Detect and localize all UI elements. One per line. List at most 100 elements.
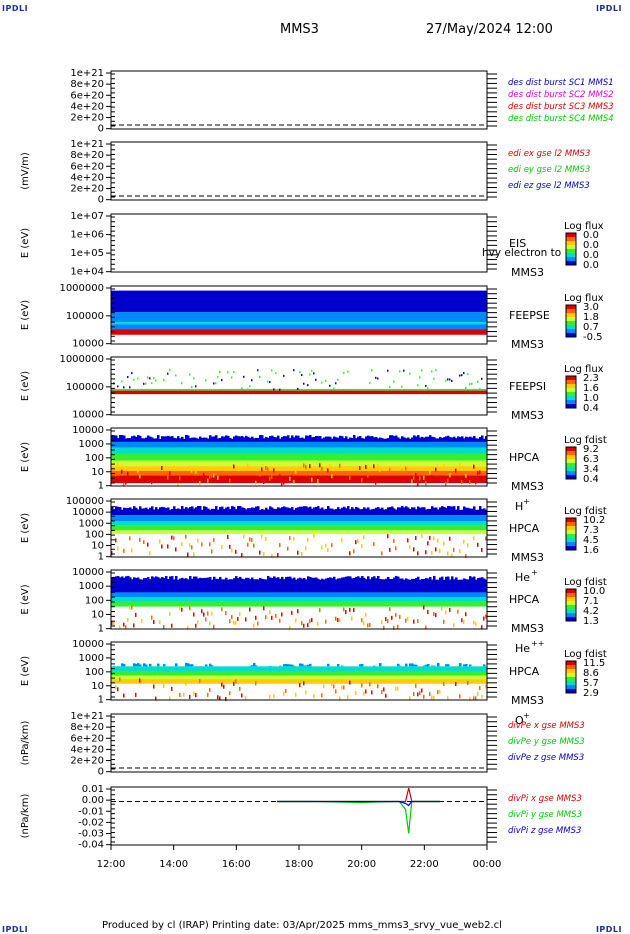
- heatmap-cell: [229, 388, 232, 391]
- heatmap-cell: [469, 390, 472, 395]
- heatmap-cell: [177, 515, 180, 522]
- heatmap-cell: [177, 312, 180, 322]
- heatmap-speck: [439, 549, 441, 554]
- heatmap-cell: [153, 577, 156, 593]
- heatmap-cell: [453, 388, 456, 391]
- heatmap-cell: [321, 475, 324, 484]
- heatmap-cell: [461, 460, 464, 467]
- heatmap-cell: [227, 453, 230, 461]
- heatmap-cell: [417, 453, 420, 461]
- heatmap-cell: [187, 475, 190, 484]
- heatmap-cell: [265, 290, 268, 313]
- heatmap-cell: [175, 525, 178, 531]
- heatmap-cell: [205, 329, 208, 335]
- heatmap-cell: [345, 390, 348, 395]
- charge-label: +: [531, 568, 538, 577]
- heatmap-cell: [451, 506, 454, 516]
- heatmap-cell: [191, 506, 194, 516]
- heatmap-cell: [265, 312, 268, 322]
- heatmap-cell: [161, 453, 164, 461]
- heatmap-cell: [275, 475, 278, 484]
- heatmap-cell: [401, 329, 404, 335]
- heatmap-cell: [167, 515, 170, 522]
- heatmap-cell: [349, 441, 352, 448]
- heatmap-speck: [387, 369, 389, 372]
- heatmap-cell: [413, 515, 416, 522]
- heatmap-cell: [389, 290, 392, 313]
- heatmap-cell: [153, 441, 156, 448]
- heatmap-cell: [209, 525, 212, 531]
- heatmap-cell: [183, 321, 186, 325]
- heatmap-speck: [449, 473, 451, 478]
- heatmap-cell: [323, 475, 326, 484]
- heatmap-cell: [231, 312, 234, 322]
- heatmap-cell: [471, 508, 474, 516]
- heatmap-cell: [347, 290, 350, 313]
- heatmap-cell: [127, 597, 130, 602]
- heatmap-cell: [179, 521, 182, 526]
- heatmap-cell: [375, 470, 378, 476]
- heatmap-cell: [341, 436, 344, 442]
- heatmap-cell: [273, 525, 276, 531]
- y-tick-label: 8e+20: [70, 150, 104, 161]
- heatmap-cell: [303, 530, 306, 534]
- heatmap-cell: [403, 521, 406, 526]
- heatmap-cell: [201, 321, 204, 325]
- heatmap-cell: [393, 475, 396, 484]
- heatmap-cell: [211, 597, 214, 602]
- heatmap-cell: [143, 530, 146, 534]
- heatmap-cell: [329, 508, 332, 516]
- heatmap-cell: [243, 290, 246, 313]
- heatmap-speck: [329, 384, 331, 387]
- heatmap-cell: [273, 321, 276, 325]
- heatmap-cell: [343, 592, 346, 598]
- heatmap-cell: [175, 290, 178, 313]
- heatmap-cell: [253, 521, 256, 526]
- heatmap-cell: [281, 530, 284, 534]
- heatmap-cell: [335, 390, 338, 395]
- heatmap-speck: [361, 478, 363, 483]
- heatmap-cell: [139, 390, 142, 395]
- heatmap-cell: [231, 521, 234, 526]
- heatmap-cell: [479, 312, 482, 322]
- heatmap-cell: [185, 321, 188, 325]
- heatmap-speck: [445, 481, 447, 486]
- heatmap-cell: [181, 505, 184, 516]
- heatmap-cell: [235, 388, 238, 391]
- heatmap-cell: [179, 578, 182, 593]
- heatmap-cell: [419, 470, 422, 476]
- heatmap-cell: [159, 324, 162, 330]
- heatmap-cell: [221, 530, 224, 534]
- heatmap-cell: [271, 466, 274, 471]
- heatmap-cell: [193, 530, 196, 534]
- heatmap-cell: [143, 453, 146, 461]
- heatmap-cell: [117, 453, 120, 461]
- heatmap-cell: [323, 329, 326, 335]
- heatmap-cell: [351, 441, 354, 448]
- heatmap-cell: [117, 466, 120, 471]
- heatmap-cell: [111, 321, 114, 325]
- heatmap-cell: [347, 530, 350, 534]
- heatmap-speck: [353, 549, 355, 554]
- heatmap-cell: [383, 466, 386, 471]
- heatmap-cell: [327, 515, 330, 522]
- heatmap-cell: [233, 390, 236, 395]
- heatmap-cell: [283, 312, 286, 322]
- heatmap-cell: [193, 592, 196, 598]
- heatmap-cell: [157, 475, 160, 484]
- heatmap-cell: [441, 441, 444, 448]
- heatmap-cell: [285, 441, 288, 448]
- spacecraft-label: MMS3: [511, 480, 544, 493]
- heatmap-cell: [275, 525, 278, 531]
- heatmap-cell: [275, 390, 278, 395]
- heatmap-cell: [387, 324, 390, 330]
- heatmap-cell: [429, 466, 432, 471]
- heatmap-cell: [255, 447, 258, 454]
- heatmap-speck: [125, 480, 127, 485]
- y-tick-label: 1e+07: [70, 211, 104, 222]
- heatmap-cell: [301, 521, 304, 526]
- heatmap-cell: [235, 324, 238, 330]
- heatmap-cell: [209, 290, 212, 313]
- heatmap-cell: [411, 521, 414, 526]
- heatmap-cell: [301, 530, 304, 534]
